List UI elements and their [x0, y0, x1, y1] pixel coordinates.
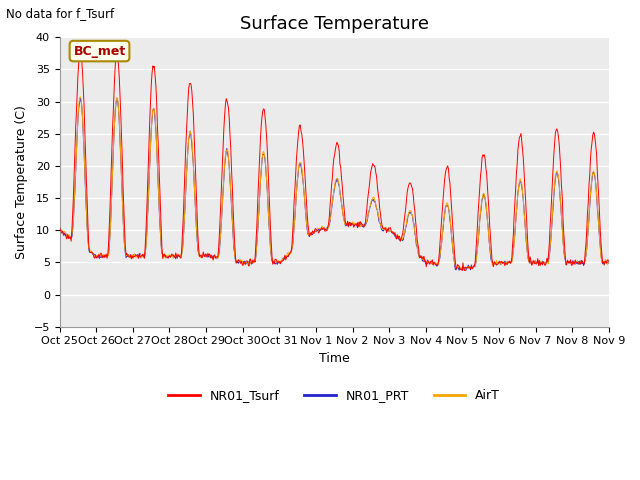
Line: NR01_Tsurf: NR01_Tsurf	[60, 51, 609, 271]
NR01_Tsurf	[418, 255, 426, 261]
AirT	[605, 260, 612, 266]
NR01_PRT	[208, 252, 216, 258]
NR01_PRT	[402, 225, 410, 231]
NR01_PRT	[123, 253, 131, 259]
NR01_Tsurf	[208, 253, 216, 259]
Line: AirT: AirT	[60, 97, 609, 270]
Title: Surface Temperature: Surface Temperature	[240, 15, 429, 33]
AirT	[123, 253, 131, 259]
Line: NR01_PRT: NR01_PRT	[60, 97, 609, 270]
NR01_PRT	[56, 228, 63, 234]
NR01_Tsurf	[66, 235, 74, 240]
NR01_PRT	[605, 261, 612, 266]
Text: BC_met: BC_met	[74, 45, 125, 58]
AirT	[66, 234, 74, 240]
NR01_Tsurf	[123, 251, 131, 256]
Legend: NR01_Tsurf, NR01_PRT, AirT: NR01_Tsurf, NR01_PRT, AirT	[163, 384, 505, 408]
X-axis label: Time: Time	[319, 352, 349, 365]
NR01_Tsurf	[56, 225, 63, 230]
NR01_Tsurf	[402, 206, 410, 212]
NR01_PRT	[179, 245, 186, 251]
AirT	[402, 224, 410, 229]
AirT	[179, 245, 186, 251]
Text: No data for f_Tsurf: No data for f_Tsurf	[6, 7, 115, 20]
NR01_Tsurf	[605, 258, 612, 264]
NR01_Tsurf	[76, 48, 84, 54]
AirT	[76, 94, 84, 100]
NR01_PRT	[461, 267, 469, 273]
NR01_PRT	[418, 253, 426, 259]
AirT	[418, 256, 426, 262]
AirT	[56, 227, 63, 232]
NR01_PRT	[66, 234, 74, 240]
NR01_Tsurf	[458, 268, 466, 274]
NR01_PRT	[76, 95, 84, 100]
Y-axis label: Surface Temperature (C): Surface Temperature (C)	[15, 105, 28, 259]
AirT	[458, 267, 465, 273]
AirT	[208, 254, 216, 260]
NR01_Tsurf	[179, 228, 186, 234]
